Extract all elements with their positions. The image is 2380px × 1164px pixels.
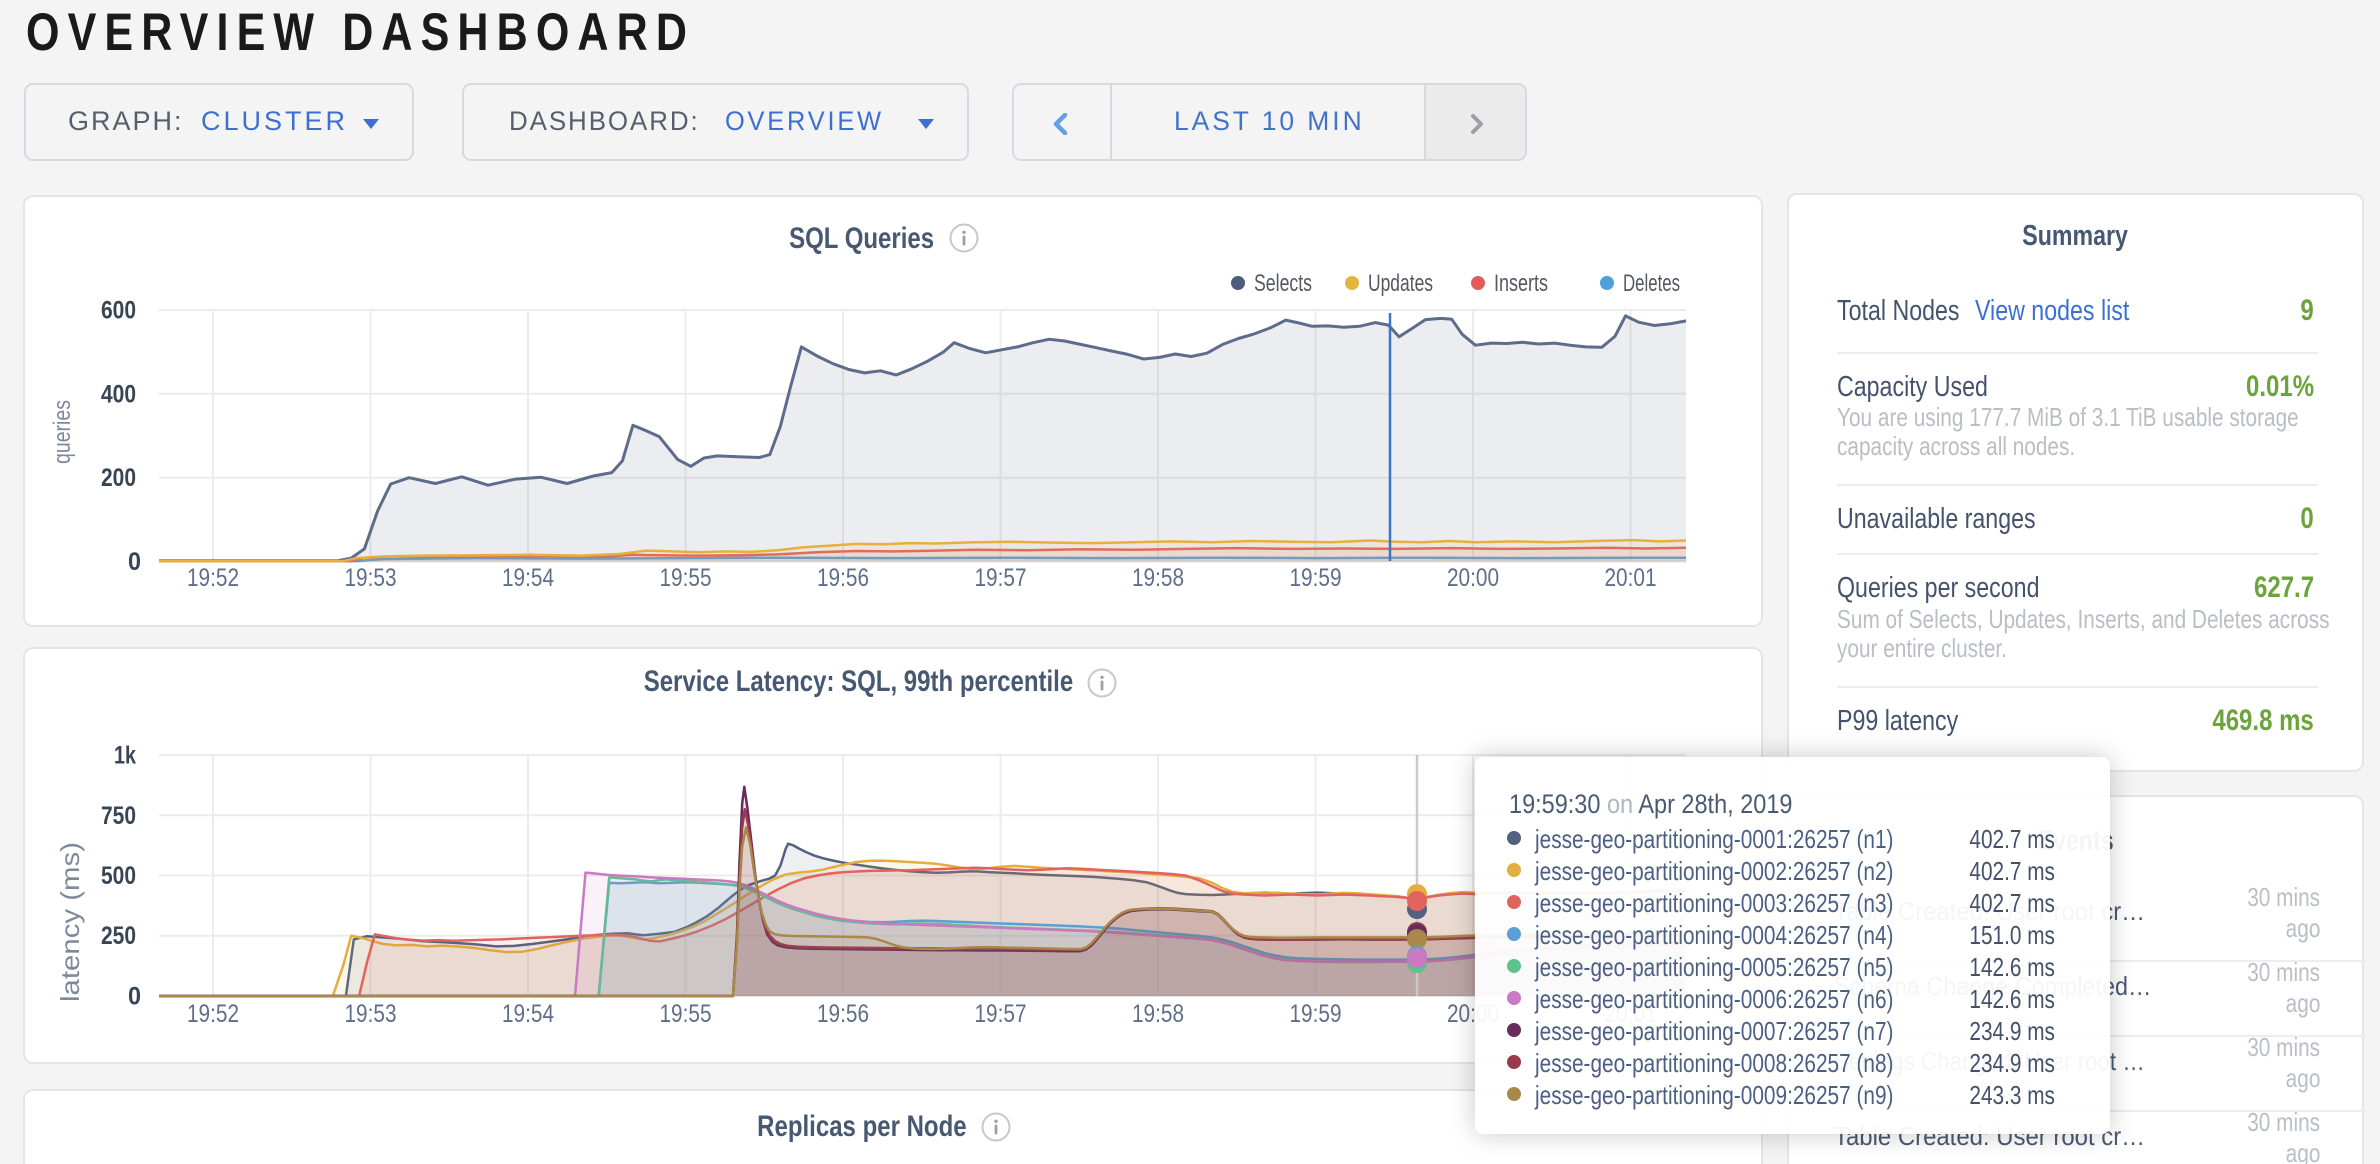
svg-text:19:57: 19:57 (975, 564, 1027, 592)
svg-text:19:57: 19:57 (975, 1000, 1027, 1028)
svg-text:Selects: Selects (1254, 270, 1312, 297)
svg-text:250: 250 (101, 922, 136, 950)
svg-text:Deletes: Deletes (1623, 270, 1680, 297)
svg-text:600: 600 (101, 297, 136, 325)
svg-text:19:59: 19:59 (1290, 564, 1342, 592)
svg-text:19:54: 19:54 (502, 564, 554, 592)
svg-text:19:52: 19:52 (187, 564, 239, 592)
svg-text:200: 200 (101, 464, 136, 492)
svg-text:19:53: 19:53 (345, 564, 397, 592)
svg-text:19:54: 19:54 (502, 1000, 554, 1028)
svg-text:500: 500 (101, 862, 136, 890)
svg-text:1k: 1k (114, 742, 136, 770)
svg-text:19:59: 19:59 (1290, 1000, 1342, 1028)
svg-text:19:56: 19:56 (817, 564, 869, 592)
svg-text:20:00: 20:00 (1447, 564, 1499, 592)
svg-text:19:58: 19:58 (1132, 1000, 1184, 1028)
svg-text:0: 0 (128, 983, 141, 1011)
svg-text:19:55: 19:55 (660, 1000, 712, 1028)
svg-text:0: 0 (128, 548, 141, 576)
svg-text:Updates: Updates (1368, 270, 1433, 297)
svg-text:queries: queries (49, 400, 76, 464)
svg-text:latency (ms): latency (ms) (55, 842, 85, 1002)
svg-text:19:52: 19:52 (187, 1000, 239, 1028)
svg-text:19:55: 19:55 (660, 564, 712, 592)
svg-text:750: 750 (101, 802, 136, 830)
svg-text:400: 400 (101, 380, 136, 408)
svg-text:19:58: 19:58 (1132, 564, 1184, 592)
svg-text:20:01: 20:01 (1605, 564, 1657, 592)
svg-text:19:56: 19:56 (817, 1000, 869, 1028)
svg-text:19:53: 19:53 (345, 1000, 397, 1028)
svg-text:Inserts: Inserts (1494, 270, 1548, 297)
